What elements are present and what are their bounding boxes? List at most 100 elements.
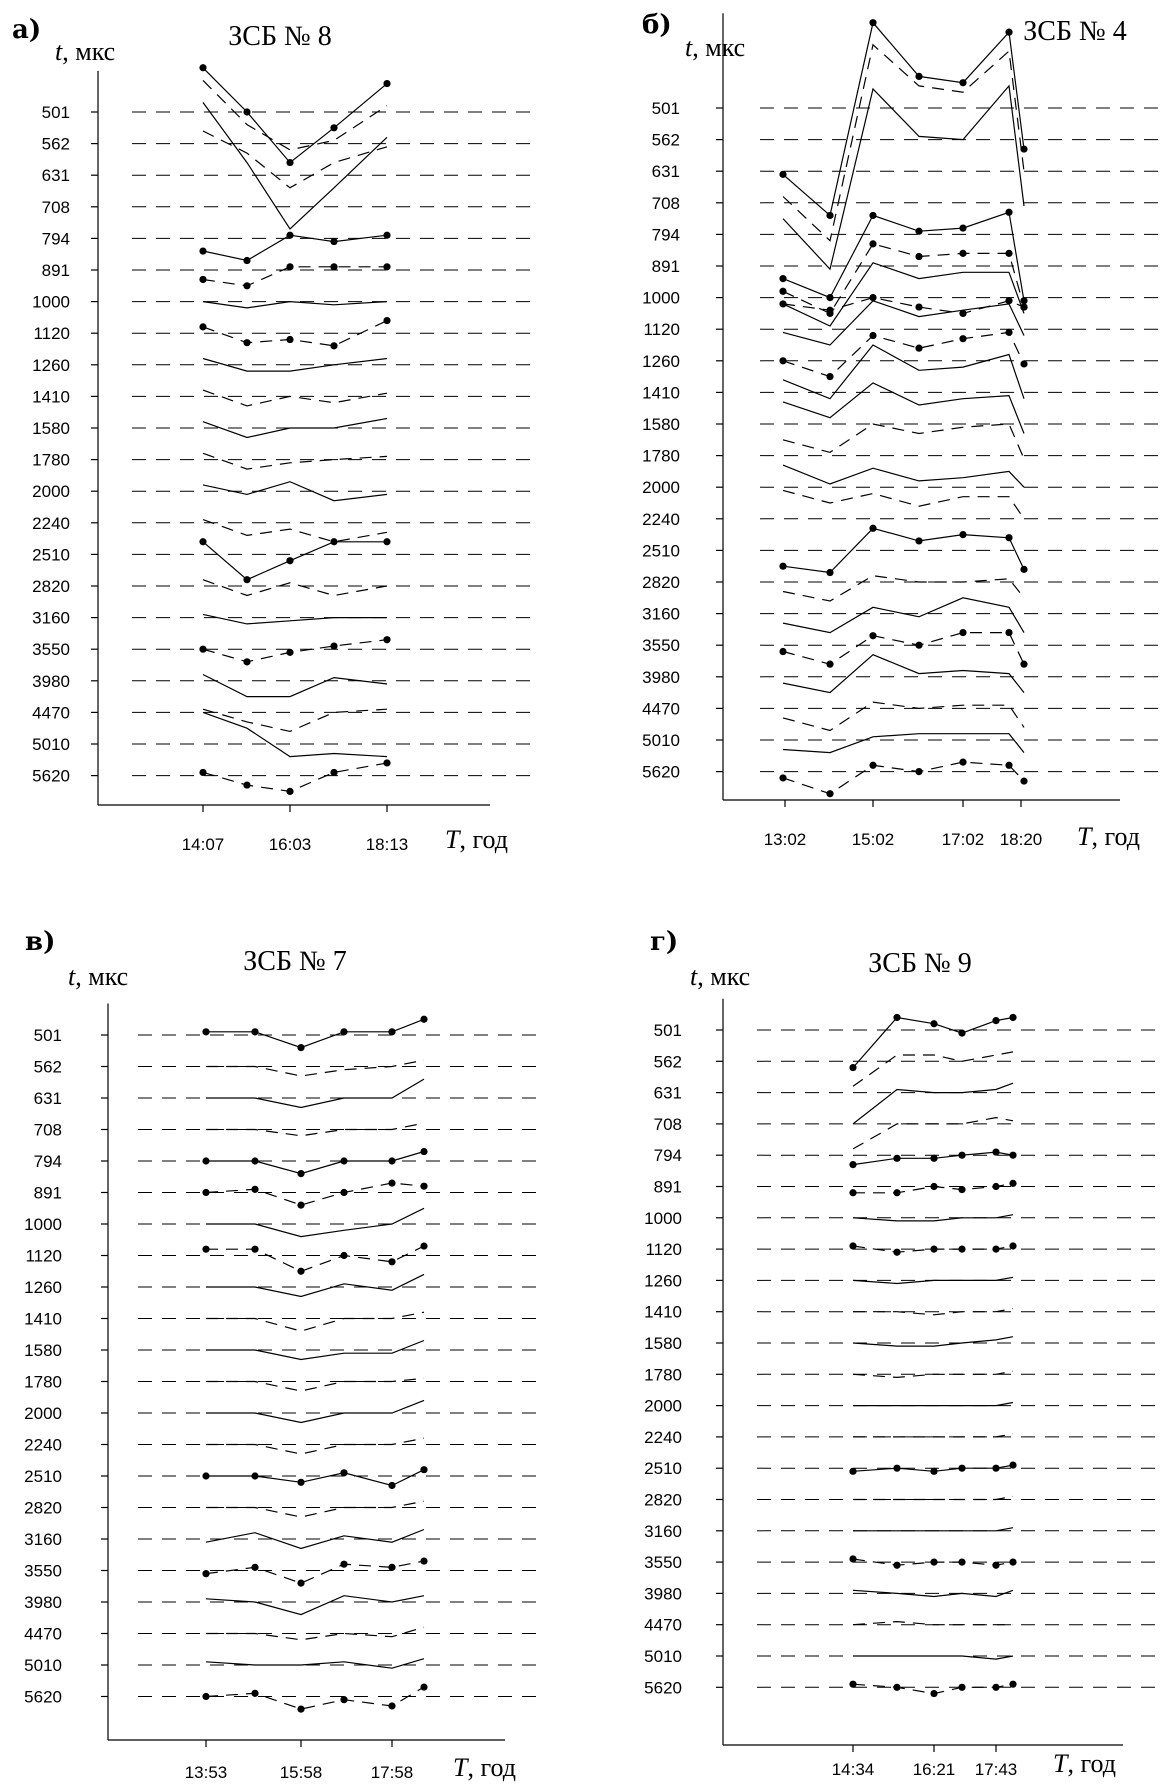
data-point — [202, 1692, 210, 1701]
data-point — [199, 323, 207, 331]
data-point — [930, 1182, 938, 1191]
data-point — [388, 1179, 396, 1187]
data-point — [202, 1188, 210, 1197]
data-point — [383, 316, 391, 325]
data-point — [251, 1472, 259, 1480]
y-tick-label: 1120 — [643, 320, 680, 339]
y-tick-label: 3980 — [24, 1593, 62, 1612]
data-point — [869, 294, 877, 302]
series-line — [782, 21, 1025, 217]
data-point — [869, 211, 877, 220]
data-point — [330, 124, 338, 132]
data-point — [849, 1680, 857, 1688]
y-tick-label: 4470 — [24, 1625, 62, 1644]
y-tick-label: 1260 — [642, 352, 680, 371]
series-line — [782, 733, 1025, 754]
series-line — [202, 389, 388, 407]
chart-title: ЗСБ № 9 — [868, 948, 972, 979]
x-tick-label: 13:53 — [185, 1763, 228, 1782]
y-tick-label: 891 — [34, 1184, 62, 1203]
series-line — [852, 1051, 1014, 1087]
series-line — [853, 1401, 1014, 1407]
data-point — [992, 1017, 1000, 1025]
data-point — [202, 1028, 210, 1036]
y-tick-label: 501 — [652, 99, 680, 118]
data-point — [202, 1472, 210, 1480]
y-tick-label: 2240 — [642, 510, 680, 529]
y-tick-label: 1260 — [32, 356, 70, 375]
data-point — [420, 1683, 428, 1691]
data-point — [930, 1558, 938, 1566]
data-point — [1005, 328, 1013, 336]
y-tick-label: 2510 — [642, 541, 680, 560]
y-tick-label: 631 — [34, 1089, 62, 1108]
series-line — [202, 711, 388, 758]
y-tick-label: 1580 — [644, 1334, 682, 1353]
y-tick-label: 1410 — [24, 1310, 62, 1329]
series-line — [782, 423, 1025, 460]
data-point — [915, 303, 923, 311]
data-point — [992, 1182, 1000, 1191]
data-point — [243, 256, 251, 265]
x-axis-label-unit: , год — [1067, 1749, 1116, 1778]
series-line — [202, 613, 387, 625]
series-line — [853, 1527, 1014, 1532]
data-point — [383, 538, 391, 546]
y-tick-label: 1410 — [642, 383, 680, 402]
x-axis-label-unit: , год — [467, 1753, 516, 1782]
chart-title: ЗСБ № 8 — [228, 21, 332, 52]
y-tick-label: 5620 — [642, 763, 680, 782]
y-tick-label: 3550 — [24, 1562, 62, 1581]
data-point — [893, 1013, 901, 1022]
x-tick-label: 18:20 — [1000, 830, 1043, 849]
data-point — [243, 108, 251, 116]
data-point — [959, 531, 967, 539]
series-line — [852, 1589, 1014, 1598]
series-line — [206, 1339, 425, 1361]
data-point — [202, 1570, 210, 1578]
x-tick-label: 13:02 — [764, 830, 807, 849]
data-point — [779, 774, 787, 782]
y-axis-label-symbol: t — [685, 33, 693, 62]
y-tick-label: 5620 — [24, 1688, 62, 1707]
series-line — [782, 575, 1025, 602]
data-point — [779, 300, 787, 308]
data-point — [330, 263, 338, 271]
data-point — [1009, 1151, 1017, 1159]
series-line — [782, 701, 1025, 732]
y-tick-label: 2000 — [24, 1404, 62, 1423]
data-point — [297, 1705, 305, 1713]
y-tick-label: 631 — [652, 162, 680, 181]
series-line — [206, 1626, 425, 1641]
y-tick-label: 2000 — [642, 478, 680, 497]
data-point — [1009, 1461, 1017, 1469]
data-point — [958, 1683, 966, 1691]
data-point — [388, 1258, 396, 1266]
y-tick-label: 708 — [652, 194, 680, 213]
data-point — [958, 1245, 966, 1253]
series-line — [852, 1620, 1013, 1626]
y-tick-label: 2510 — [24, 1467, 62, 1486]
y-tick-label: 2240 — [644, 1428, 682, 1447]
y-tick-label: 501 — [34, 1026, 62, 1045]
data-point — [388, 1563, 396, 1571]
data-point — [915, 641, 923, 649]
y-tick-label: 794 — [42, 229, 70, 248]
y-tick-label: 1410 — [644, 1303, 682, 1322]
series-line — [852, 1276, 1014, 1285]
y-tick-label: 5620 — [644, 1678, 682, 1697]
y-tick-label: 562 — [42, 135, 70, 154]
data-point — [251, 1157, 259, 1165]
y-tick-label: 4470 — [642, 699, 680, 718]
series-line — [852, 1370, 1014, 1379]
x-tick-label: 14:34 — [832, 1760, 875, 1779]
y-tick-label: 1260 — [24, 1278, 62, 1297]
y-tick-label: 1780 — [644, 1365, 682, 1384]
y-tick-label: 2820 — [644, 1491, 682, 1510]
data-point — [383, 263, 391, 271]
data-point — [779, 287, 787, 295]
data-point — [199, 538, 207, 546]
y-axis-label-unit: , мкс — [62, 37, 115, 66]
series-line — [206, 1399, 425, 1424]
